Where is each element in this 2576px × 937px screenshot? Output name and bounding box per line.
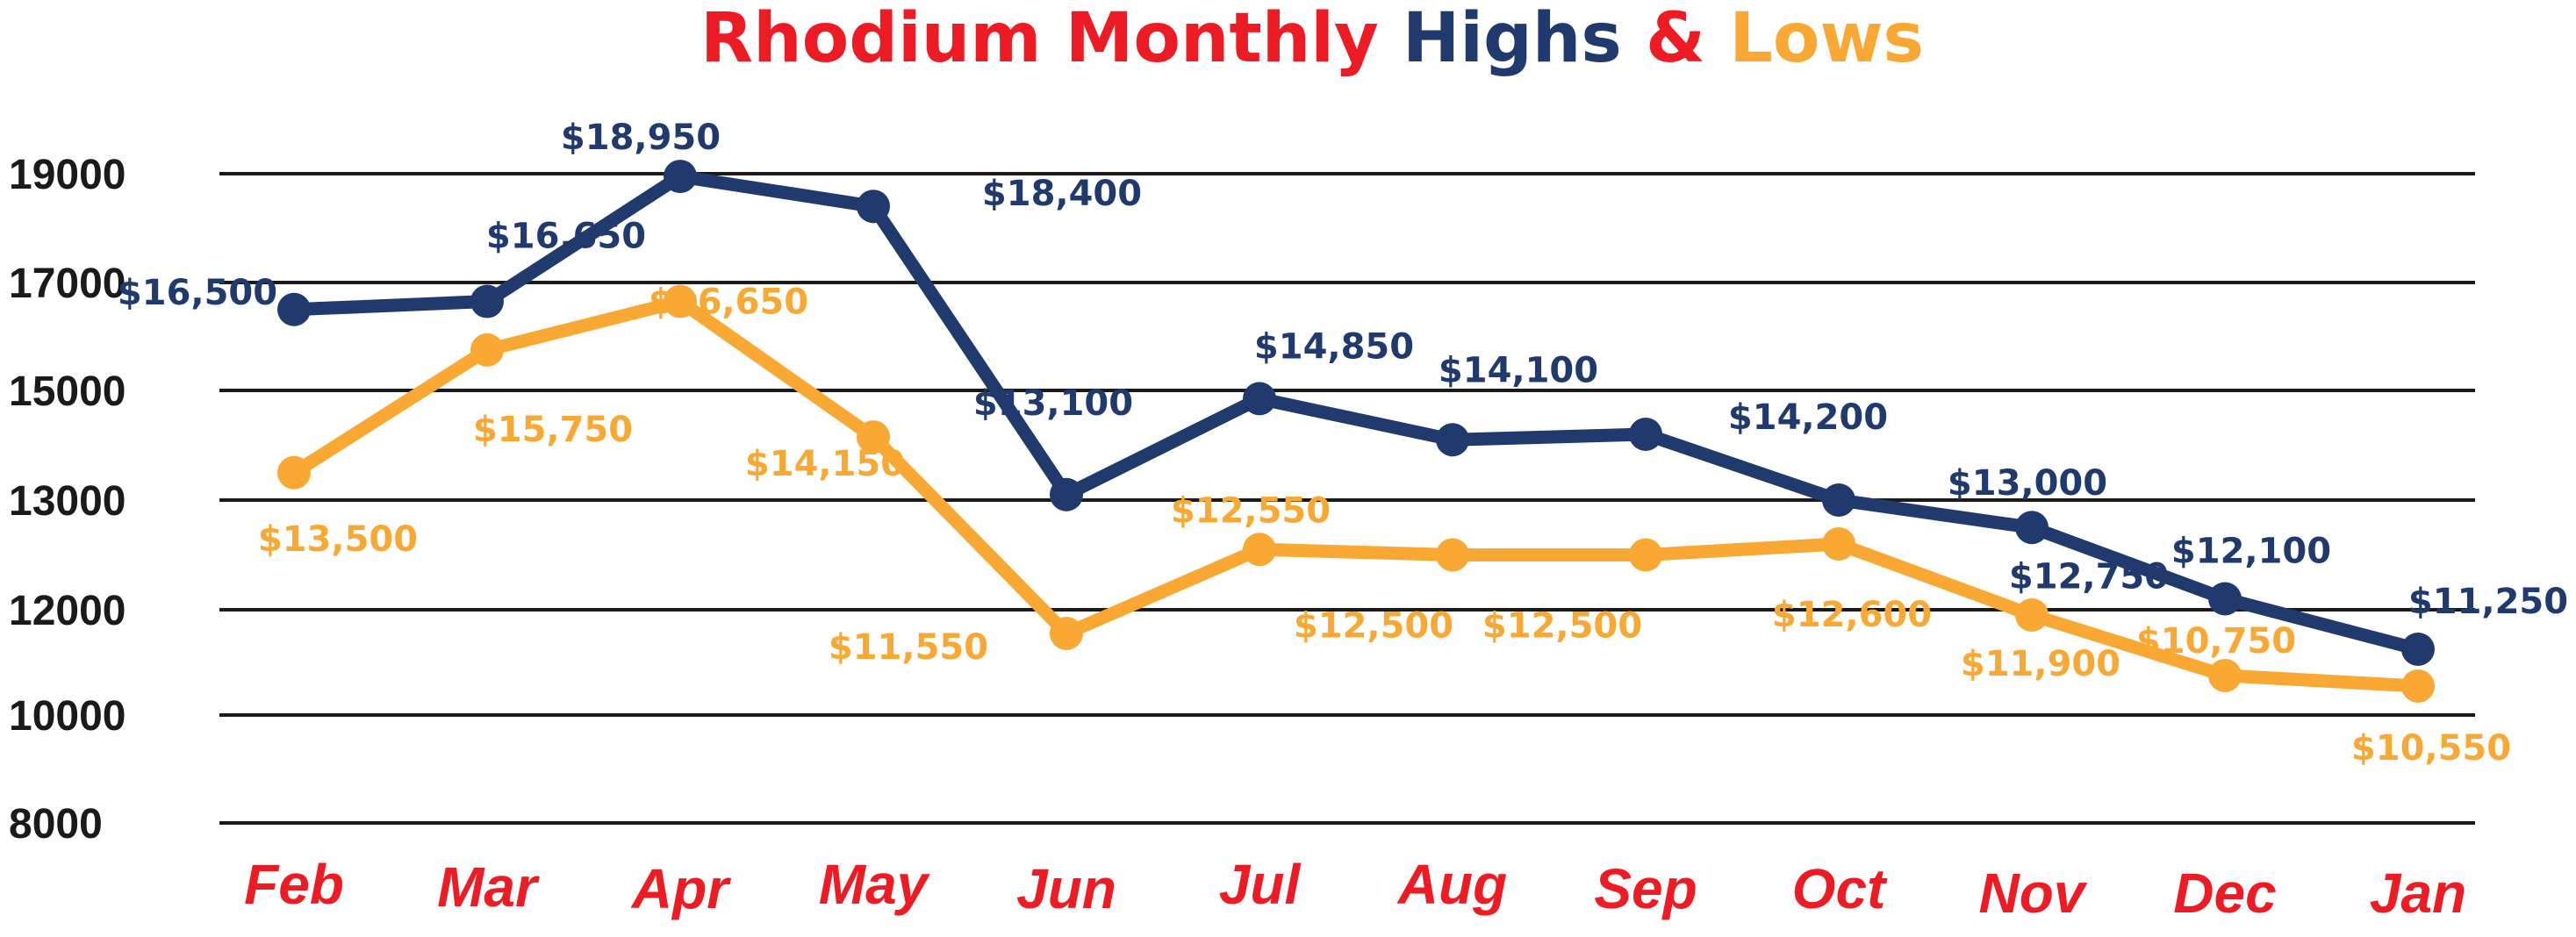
data-label-lows: $12,500 [1294, 606, 1453, 647]
data-label-highs: $13,100 [973, 383, 1133, 424]
title-part-2: & [1646, 0, 1729, 78]
x-tick-label: Jul [1219, 853, 1302, 916]
point-highs [2208, 582, 2242, 616]
data-label-highs: $16,650 [486, 217, 646, 257]
y-tick-label: 17000 [9, 261, 126, 307]
x-tick-label: Aug [1396, 853, 1507, 916]
series-line-lows [287, 295, 2425, 693]
data-label-highs: $13,000 [1948, 463, 2107, 504]
y-tick-label: 19000 [9, 152, 126, 198]
series-line-highs [287, 169, 2425, 656]
data-label-lows: $13,500 [258, 519, 418, 560]
data-label-lows: $12,600 [1772, 595, 1932, 635]
data-label-highs: $11,250 [2408, 582, 2568, 622]
point-lows [664, 284, 697, 318]
point-lows [1436, 538, 1469, 572]
point-lows [2015, 598, 2049, 632]
point-highs [857, 190, 890, 224]
point-lows [1629, 538, 1662, 572]
data-label-lows: $12,500 [1482, 606, 1642, 647]
point-lows [1050, 617, 1083, 650]
x-tick-label: Nov [1979, 862, 2088, 925]
x-tick-label: Apr [630, 857, 731, 920]
data-label-lows: $10,550 [2351, 728, 2511, 769]
series-lines [277, 160, 2435, 703]
data-label-highs: $18,950 [561, 118, 721, 158]
point-highs [1243, 382, 1276, 416]
point-lows [1243, 533, 1276, 567]
title-part-3: Lows [1729, 0, 1924, 78]
point-lows [2401, 669, 2435, 703]
point-highs [470, 284, 504, 318]
data-label-lows: $11,900 [1961, 644, 2120, 684]
point-lows [470, 333, 504, 367]
data-label-lows: $10,750 [2136, 621, 2296, 662]
data-label-highs: $14,200 [1728, 397, 1888, 438]
y-tick-label: 8000 [9, 801, 103, 848]
y-tick-label: 10000 [9, 693, 126, 740]
y-tick-label: 15000 [9, 368, 126, 415]
point-highs [277, 292, 311, 326]
data-label-lows: $16,650 [649, 283, 808, 323]
x-axis-month-labels: Feb Mar Apr May Jun Jul Aug Sep Oct Nov Dec Jan [244, 853, 2466, 925]
point-highs [1629, 418, 1662, 451]
title-part-0: Rhodium Monthly [700, 0, 1403, 78]
point-highs [664, 160, 697, 194]
data-label-highs: $12,750 [2009, 556, 2169, 597]
point-lows [277, 455, 311, 490]
y-axis-ticks: 8000 10000 12000 13000 15000 17000 19000 [9, 152, 126, 848]
data-label-highs: $18,400 [982, 174, 1142, 214]
x-tick-label: May [819, 853, 931, 916]
x-tick-label: Sep [1594, 857, 1697, 920]
data-label-lows: $12,550 [1171, 490, 1331, 531]
x-tick-label: Jan [2370, 862, 2466, 925]
data-label-highs: $14,850 [1254, 326, 1414, 367]
x-tick-label: Dec [2173, 862, 2276, 925]
point-highs [2401, 633, 2435, 666]
grid-lines [219, 172, 2475, 825]
point-highs [1050, 477, 1083, 511]
x-tick-label: Oct [1792, 857, 1888, 920]
x-tick-label: Feb [244, 853, 344, 916]
point-lows [857, 420, 890, 454]
data-label-highs: $14,100 [1439, 350, 1598, 390]
chart-title: Rhodium Monthly Highs & Lows [700, 0, 1924, 78]
point-lows [1822, 527, 1855, 561]
x-tick-label: Jun [1016, 857, 1116, 920]
data-label-highs: $16,500 [118, 273, 277, 313]
data-label-lows: $14,150 [745, 444, 905, 484]
point-highs [2015, 511, 2049, 545]
point-highs [1436, 423, 1469, 457]
point-highs [1822, 483, 1855, 517]
title-part-1: Highs [1403, 0, 1646, 78]
x-tick-label: Mar [437, 855, 540, 919]
y-tick-label: 13000 [9, 478, 126, 525]
point-lows [2208, 659, 2242, 692]
data-label-lows: $15,750 [473, 410, 633, 450]
data-labels: $16,500 $16,650 $18,950 $18,400 $13,100 $14,8… [118, 118, 2568, 769]
data-label-lows: $11,550 [829, 627, 988, 668]
data-label-highs: $12,100 [2171, 532, 2331, 572]
y-tick-label: 12000 [9, 588, 126, 634]
